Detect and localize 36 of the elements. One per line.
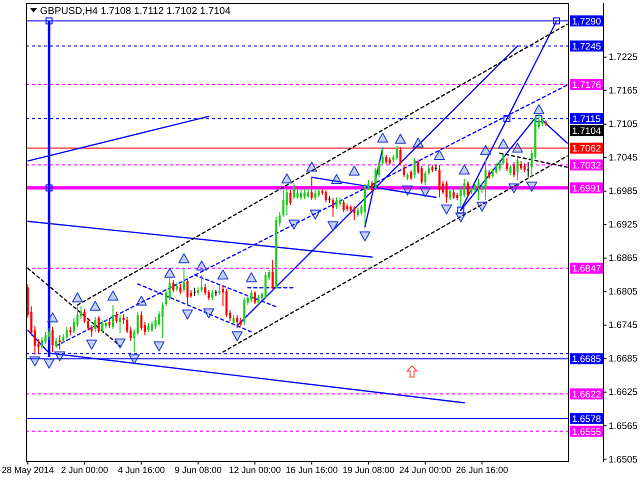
- x-tick-label: 28 May 2014: [2, 464, 54, 475]
- y-tick-label: 1.7045: [608, 152, 638, 164]
- ref-line-label: 1.7062: [572, 144, 602, 155]
- y-tick-label: 1.6565: [608, 420, 638, 432]
- ref-line-label: 1.7176: [572, 80, 602, 92]
- y-tick-label: 1.6685: [608, 354, 638, 365]
- y-tick-label: 1.6745: [608, 320, 638, 332]
- x-tick-label: 12 Jun 00:00: [228, 464, 281, 475]
- y-tick-label: 1.6865: [608, 253, 638, 264]
- x-tick-label: 2 Jun 00:00: [61, 464, 108, 475]
- x-tick-label: 26 Jun 16:00: [456, 464, 508, 475]
- ref-line-label: 1.6685: [572, 354, 602, 366]
- ref-line-label: 1.7245: [572, 41, 602, 52]
- ref-line-label: 1.7115: [572, 114, 601, 126]
- y-tick-label: 1.6805: [608, 286, 638, 298]
- y-tick-label: 1.6985: [608, 186, 638, 198]
- x-tick-label: 19 Jun 08:00: [342, 464, 395, 475]
- y-tick-label: 1.6625: [608, 387, 638, 398]
- band-label: 1.6991: [572, 183, 602, 194]
- y-tick-label: 1.6925: [608, 220, 638, 231]
- x-tick-label: 4 Jun 16:00: [118, 464, 165, 475]
- y-tick-label: 1.7225: [608, 52, 638, 64]
- y-tick-label: 1.6505: [608, 454, 638, 466]
- ref-line-label: 1.6555: [572, 426, 602, 438]
- text: 1.7104: [572, 126, 602, 138]
- x-tick-label: 16 Jun 16:00: [286, 464, 338, 475]
- chart-title: GBPUSD,H4 1.7108 1.7112 1.7102 1.7104: [40, 6, 231, 17]
- ref-line-label: 1.6847: [572, 264, 602, 275]
- x-tick-label: 24 Jun 00:00: [399, 464, 452, 475]
- y-tick-label: 1.7165: [608, 86, 638, 97]
- y-tick-label: 1.7105: [608, 119, 638, 130]
- ref-line-label: 1.7032: [572, 160, 602, 172]
- ref-line-label: 1.6578: [572, 414, 602, 425]
- ref-line-label: 1.6622: [572, 389, 602, 400]
- x-tick-label: 9 Jun 08:00: [174, 464, 222, 475]
- ref-line-label: 1.7290: [572, 16, 602, 28]
